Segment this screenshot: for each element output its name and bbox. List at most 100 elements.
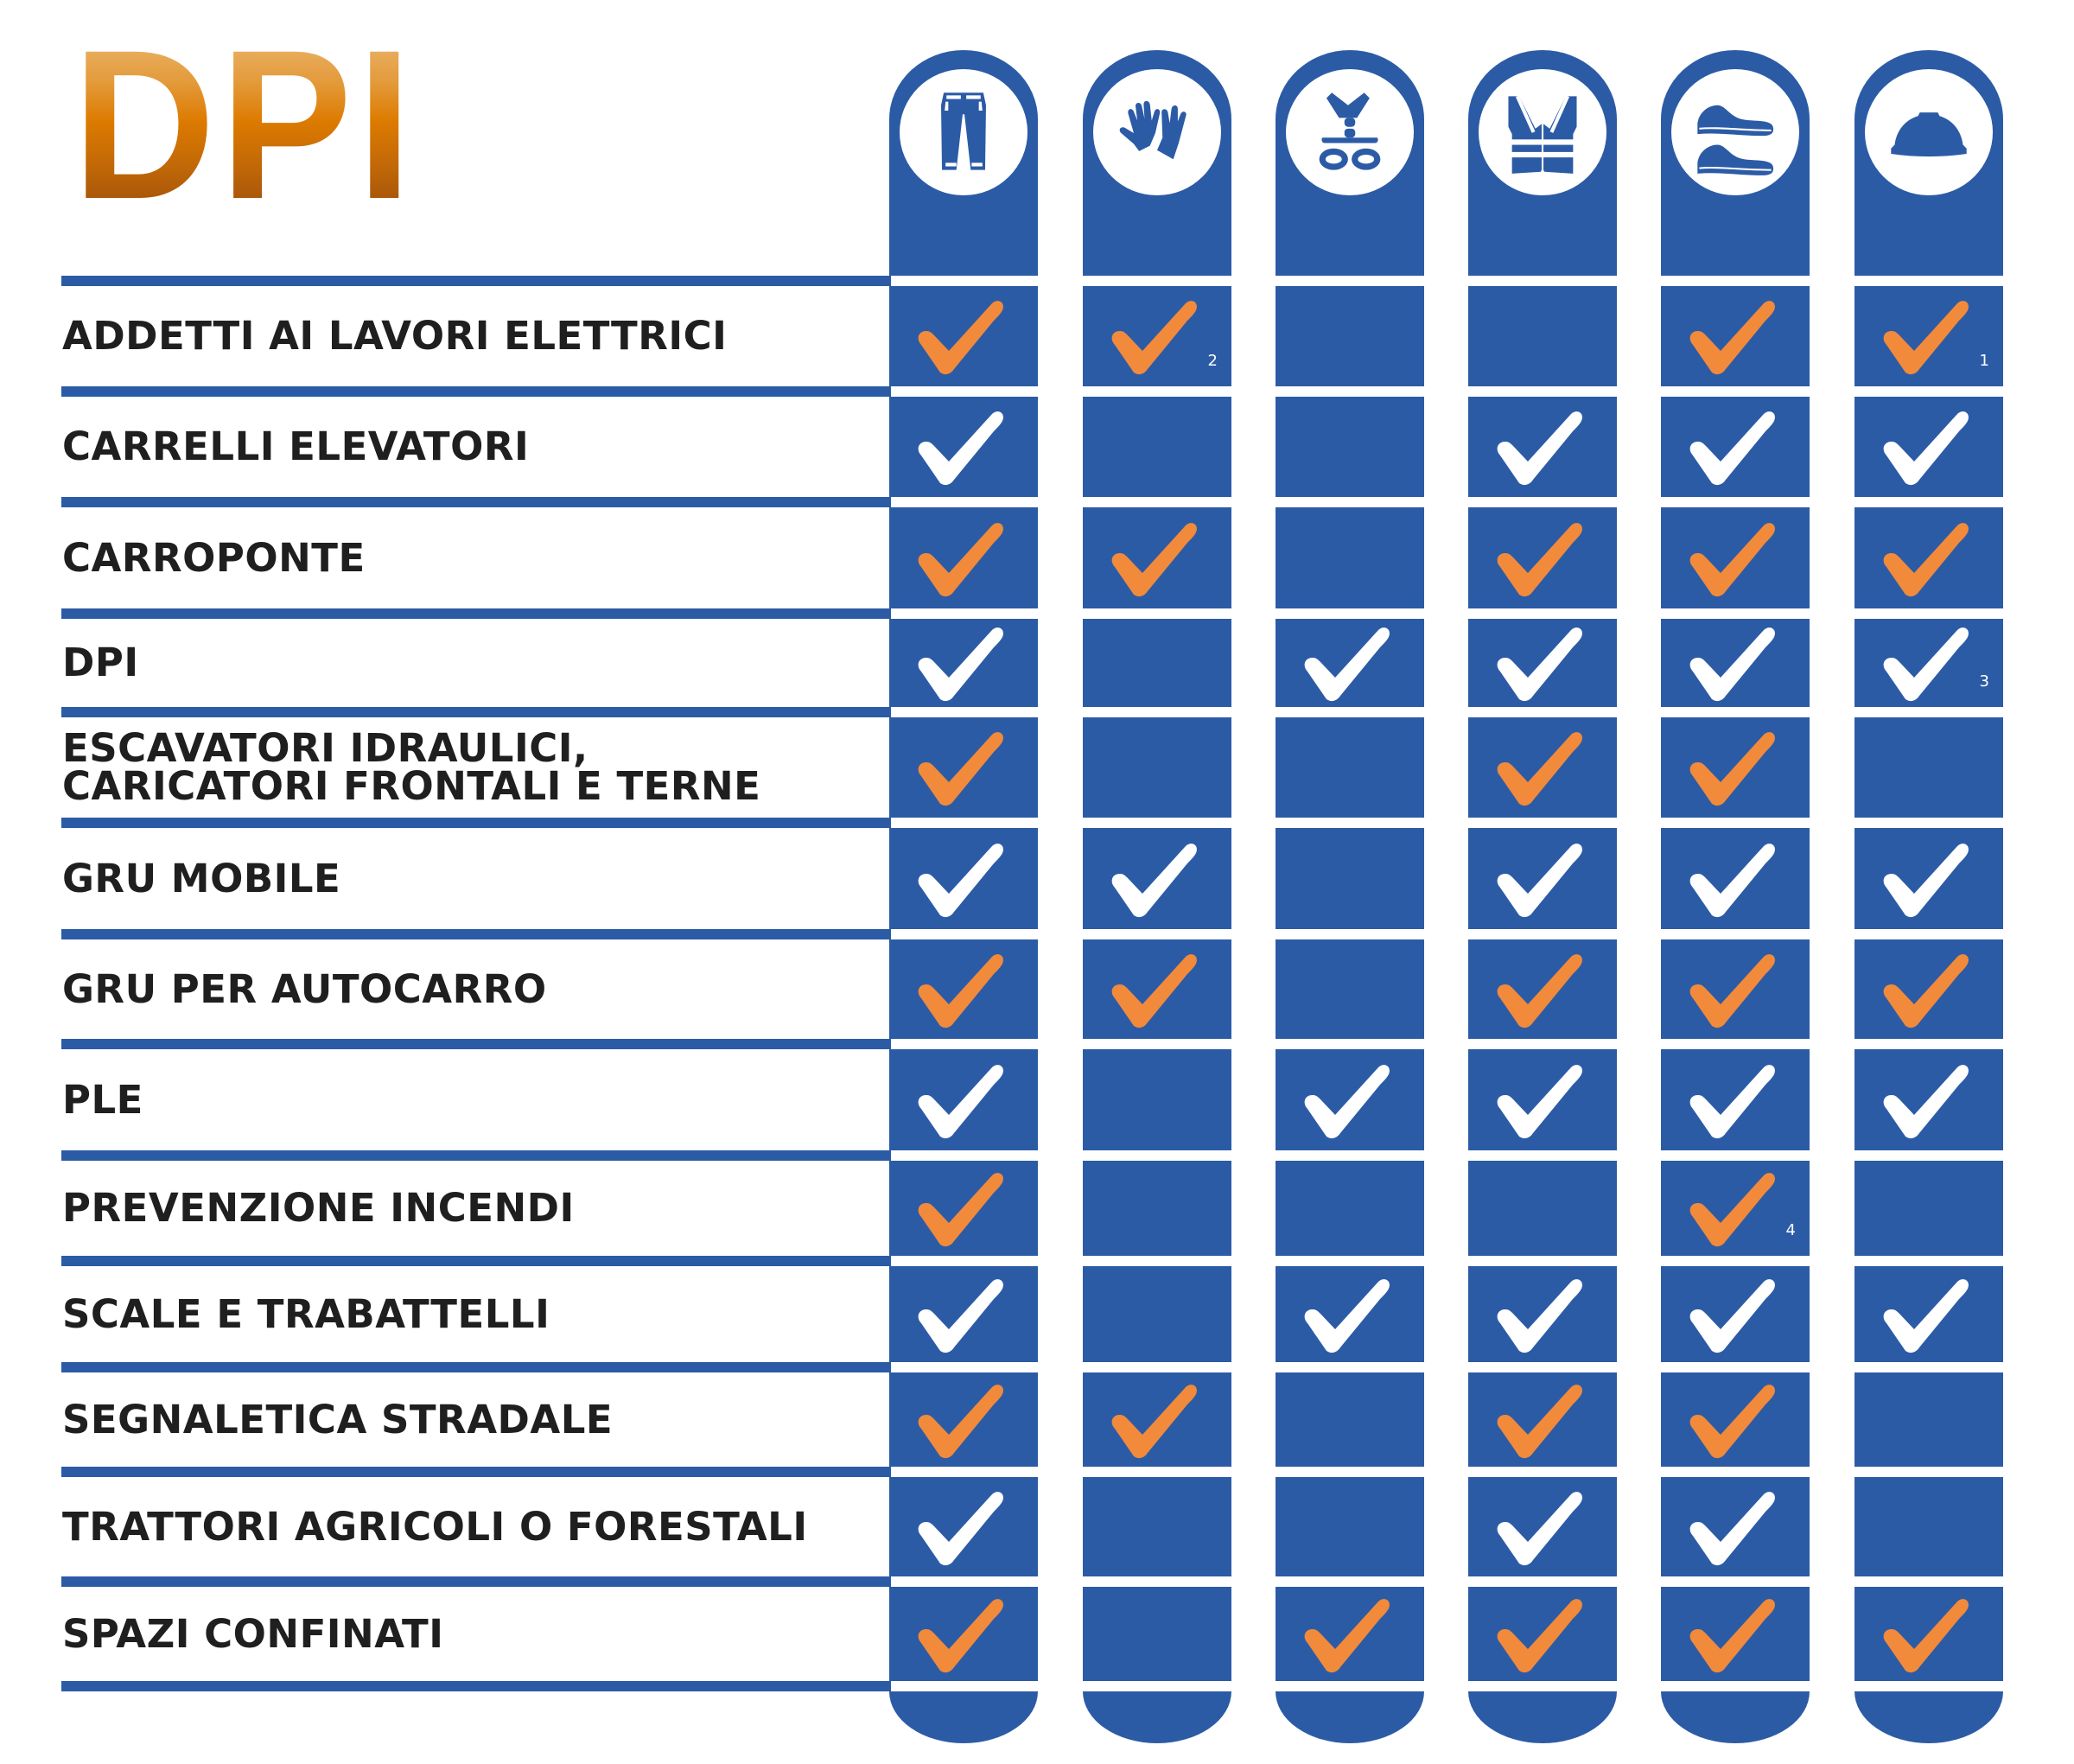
matrix-cell-helmet [1855, 939, 2003, 1039]
matrix-cell-gloves [1083, 1049, 1231, 1150]
checkmark-icon [1689, 1064, 1775, 1138]
checkmark-icon [1689, 953, 1775, 1028]
matrix-cell-helmet [1855, 1587, 2003, 1681]
matrix-cell-shoes [1661, 1372, 1810, 1467]
row-label: GRU MOBILE [62, 855, 341, 901]
matrix-cell-harness [1276, 286, 1424, 386]
matrix-cell-shoes [1661, 1587, 1810, 1681]
checkmark-icon [1497, 1278, 1582, 1353]
column-header-trousers [889, 50, 1038, 276]
column-header-helmet [1855, 50, 2003, 276]
safety-shoes-icon [1671, 69, 1799, 195]
harness-icon [1286, 69, 1414, 195]
matrix-cell-helmet [1855, 717, 2003, 818]
row-divider [61, 929, 891, 939]
checkmark-icon [918, 1064, 1003, 1138]
footnote-marker: 3 [1979, 672, 1989, 691]
matrix-cell-shoes [1661, 286, 1810, 386]
checkmark-icon [918, 627, 1003, 702]
high-visibility-vest-icon [1479, 69, 1606, 195]
matrix-cell-vest [1468, 1049, 1617, 1150]
matrix-cell-gloves [1083, 939, 1231, 1039]
matrix-cell-trousers [889, 507, 1038, 608]
matrix-cell-shoes: 4 [1661, 1161, 1810, 1256]
matrix-cell-helmet [1855, 397, 2003, 497]
matrix-cell-harness [1276, 619, 1424, 707]
checkmark-icon [918, 843, 1003, 917]
checkmark-icon [1689, 1491, 1775, 1565]
matrix-cell-trousers [889, 1372, 1038, 1467]
matrix-cell-vest [1468, 1266, 1617, 1362]
row-divider [61, 497, 891, 507]
matrix-cell-shoes [1661, 397, 1810, 497]
checkmark-icon [918, 1491, 1003, 1565]
checkmark-icon [1497, 732, 1582, 806]
checkmark-icon [1883, 953, 1969, 1028]
matrix-cell-vest [1468, 507, 1617, 608]
checkmark-icon [1689, 1173, 1775, 1247]
matrix-cell-trousers [889, 1587, 1038, 1681]
matrix-cell-helmet [1855, 1477, 2003, 1576]
checkmark-icon [1497, 1384, 1582, 1458]
checkmark-icon [1497, 1598, 1582, 1672]
matrix-cell-gloves: 2 [1083, 286, 1231, 386]
matrix-cell-gloves [1083, 717, 1231, 818]
matrix-cell-harness [1276, 1161, 1424, 1256]
gloves-icon [1093, 69, 1221, 195]
matrix-cell-gloves [1083, 1266, 1231, 1362]
row-divider [61, 1256, 891, 1266]
column-footer-harness [1276, 1691, 1424, 1743]
matrix-cell-harness [1276, 507, 1424, 608]
matrix-cell-gloves [1083, 1161, 1231, 1256]
column-footer-shoes [1661, 1691, 1810, 1743]
matrix-cell-vest [1468, 619, 1617, 707]
matrix-cell-helmet [1855, 1049, 2003, 1150]
matrix-cell-shoes [1661, 828, 1810, 929]
column-header-shoes [1661, 50, 1810, 276]
matrix-cell-harness [1276, 1477, 1424, 1576]
row-label: CARROPONTE [62, 534, 366, 581]
checkmark-icon [918, 953, 1003, 1028]
row-divider [61, 1150, 891, 1161]
row-label: GRU PER AUTOCARRO [62, 965, 547, 1012]
checkmark-icon [1497, 1491, 1582, 1565]
footnote-marker: 4 [1785, 1221, 1796, 1239]
footnote-marker: 1 [1979, 352, 1989, 370]
checkmark-icon [1689, 1278, 1775, 1353]
row-label: TRATTORI AGRICOLI O FORESTALI [62, 1503, 808, 1550]
checkmark-icon [918, 1598, 1003, 1672]
matrix-cell-trousers [889, 1266, 1038, 1362]
checkmark-icon [1689, 411, 1775, 486]
matrix-cell-trousers [889, 828, 1038, 929]
matrix-cell-helmet [1855, 1372, 2003, 1467]
row-label: SCALE E TRABATTELLI [62, 1290, 550, 1337]
checkmark-icon [1883, 1064, 1969, 1138]
matrix-cell-shoes [1661, 1477, 1810, 1576]
matrix-cell-harness [1276, 1266, 1424, 1362]
matrix-cell-harness [1276, 939, 1424, 1039]
matrix-cell-gloves [1083, 1587, 1231, 1681]
matrix-cell-helmet [1855, 507, 2003, 608]
matrix-cell-gloves [1083, 507, 1231, 608]
checkmark-icon [1111, 953, 1197, 1028]
matrix-cell-harness [1276, 397, 1424, 497]
checkmark-icon [1497, 843, 1582, 917]
checkmark-icon [1111, 1384, 1197, 1458]
matrix-cell-vest [1468, 828, 1617, 929]
hard-hat-icon [1865, 69, 1993, 195]
checkmark-icon [1883, 411, 1969, 486]
row-label: PREVENZIONE INCENDI [62, 1185, 575, 1231]
checkmark-icon [1689, 627, 1775, 702]
matrix-cell-trousers [889, 1049, 1038, 1150]
row-divider [61, 1362, 891, 1372]
matrix-cell-vest [1468, 717, 1617, 818]
checkmark-icon [1497, 953, 1582, 1028]
row-divider [61, 707, 891, 717]
checkmark-icon [1497, 1064, 1582, 1138]
row-divider [61, 818, 891, 828]
matrix-cell-shoes [1661, 619, 1810, 707]
checkmark-icon [1883, 522, 1969, 596]
matrix-cell-helmet [1855, 1266, 2003, 1362]
checkmark-icon [1689, 301, 1775, 375]
footnote-marker: 2 [1207, 352, 1218, 370]
